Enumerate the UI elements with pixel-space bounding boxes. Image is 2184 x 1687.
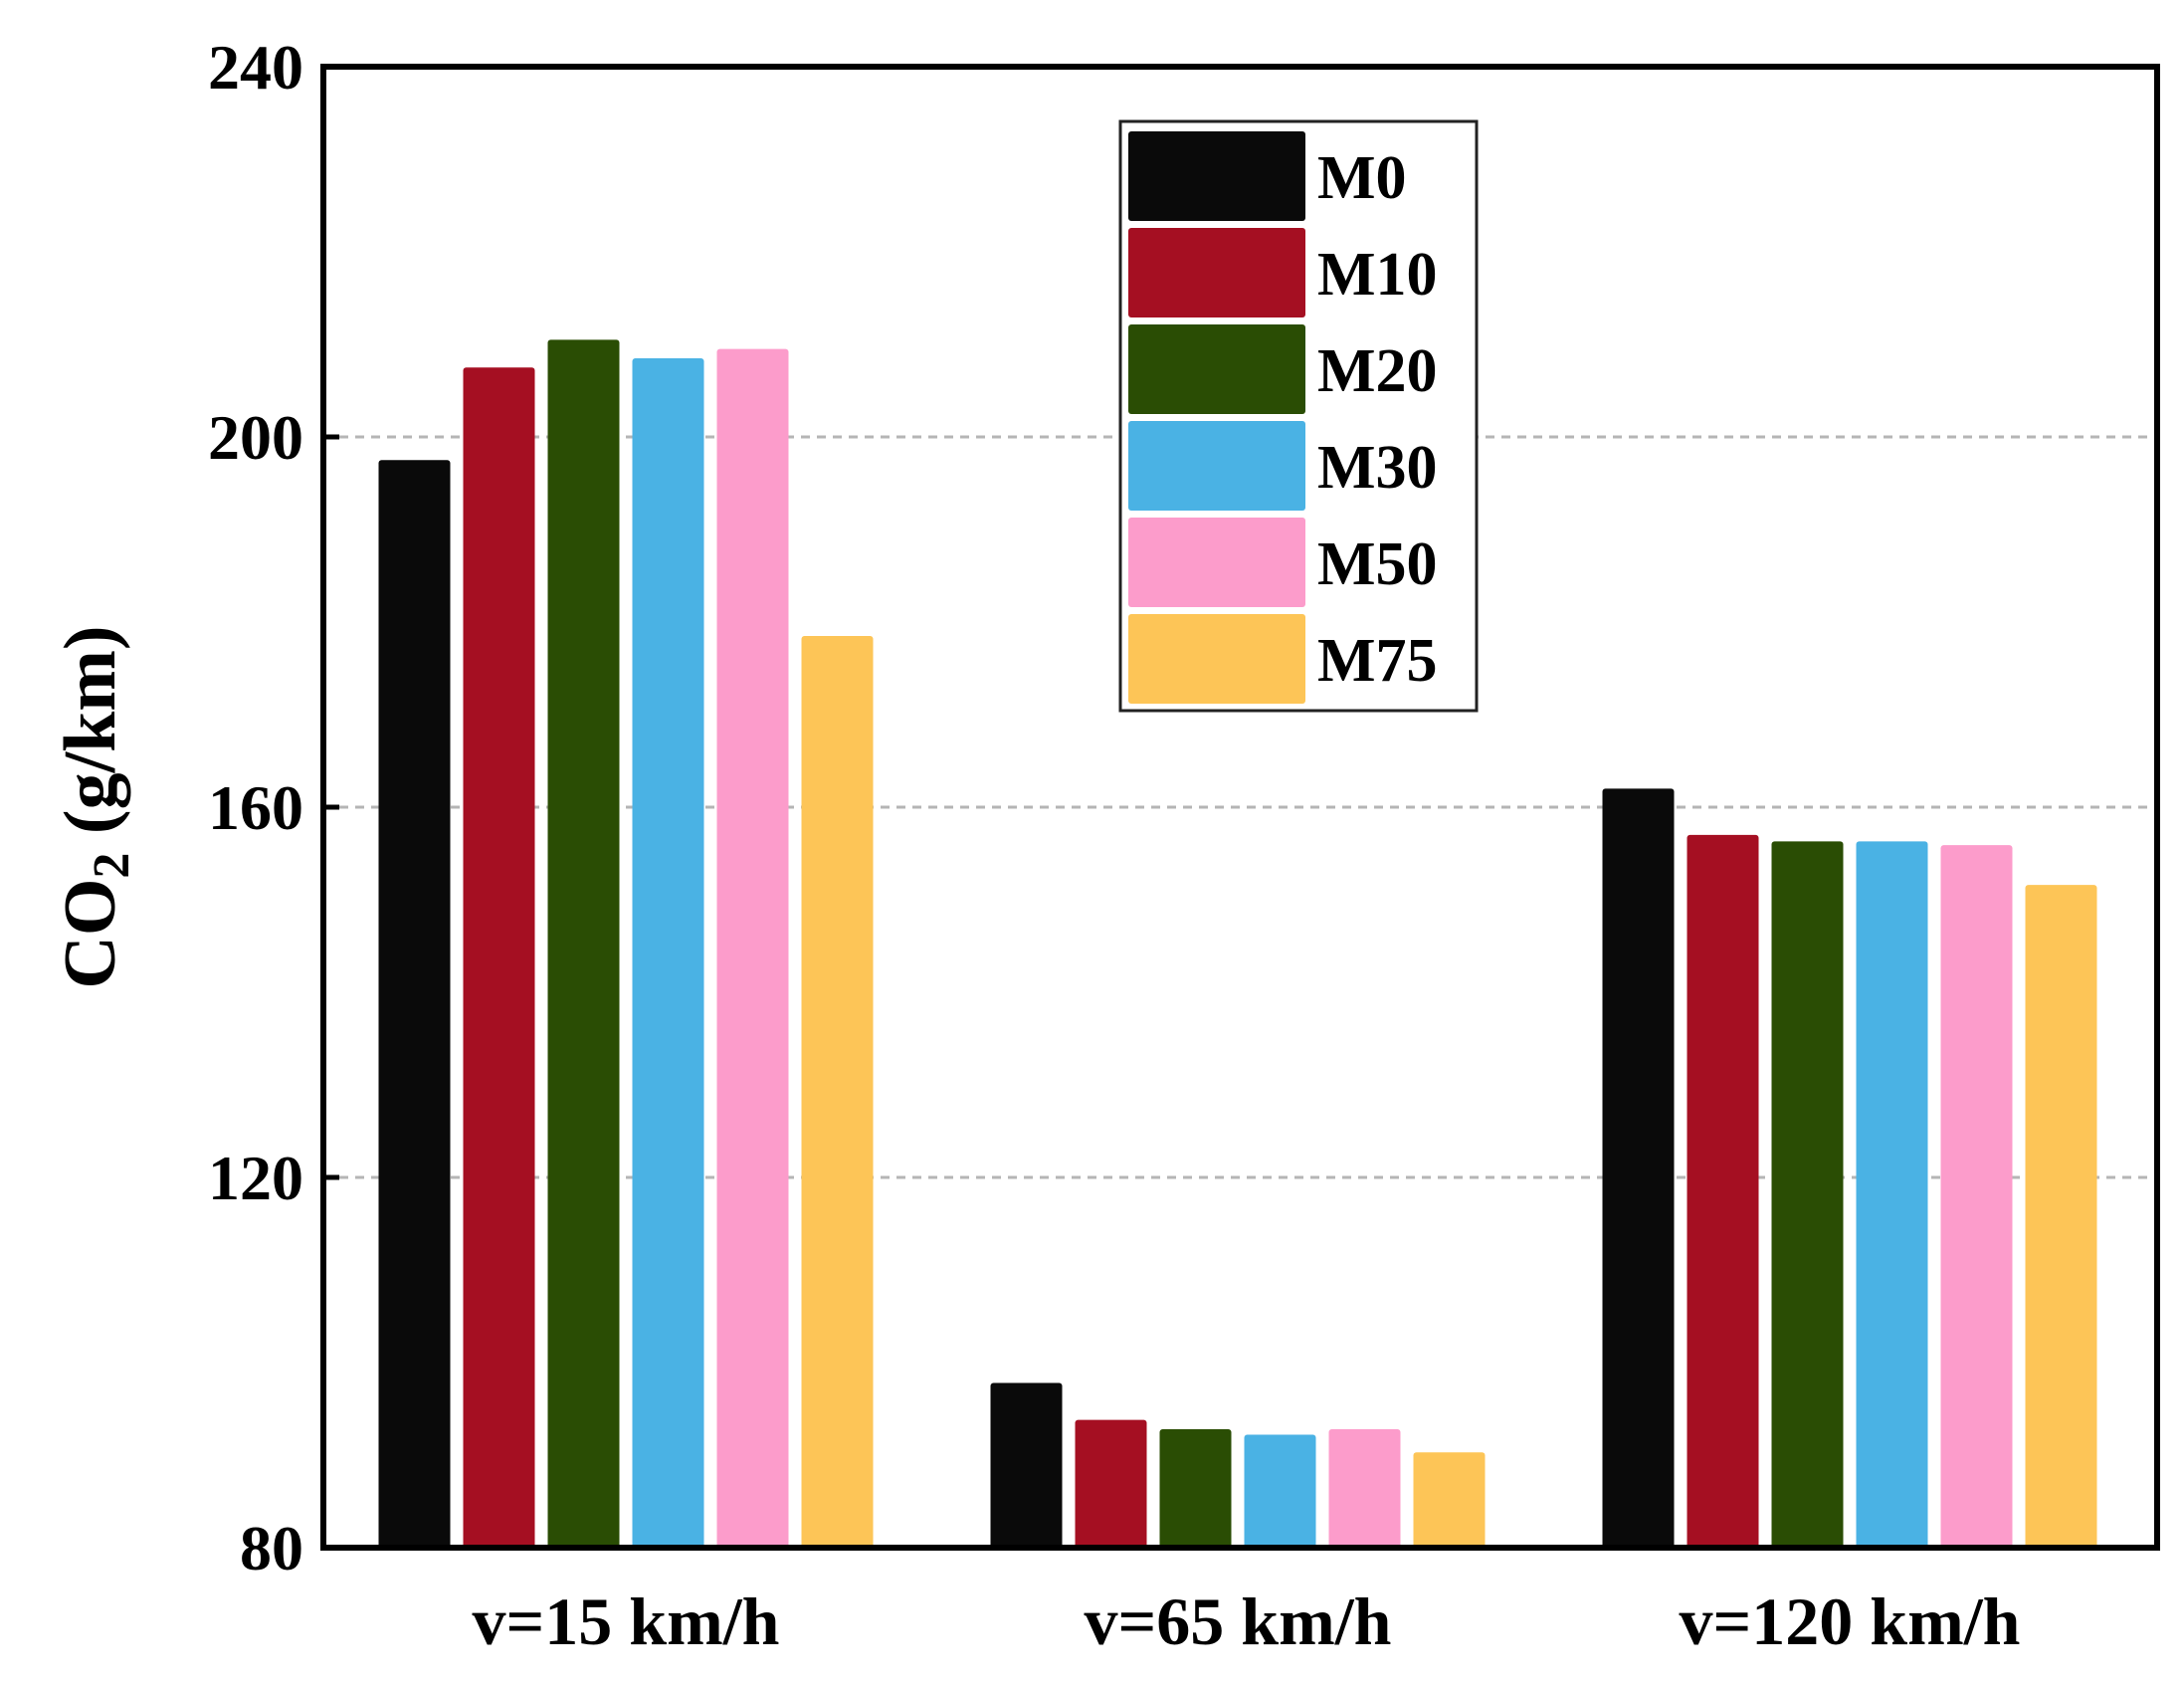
bar-m20-3: [1771, 841, 1844, 1548]
bar-m30-1: [632, 357, 704, 1549]
bar-m0-2: [990, 1382, 1063, 1548]
x-category-label: v=15 km/h: [473, 1583, 780, 1659]
bar-m20-2: [1159, 1428, 1232, 1548]
y-axis-title-main: CO: [50, 879, 131, 989]
bar-m30-2: [1244, 1434, 1316, 1548]
y-tick-label: 240: [208, 32, 303, 103]
bar-m0-1: [378, 460, 451, 1548]
x-category-label: v=120 km/h: [1680, 1583, 2021, 1659]
y-tick-label: 200: [208, 402, 303, 473]
legend-swatch-m75: [1128, 614, 1305, 704]
gridlines: [323, 435, 2157, 1179]
x-axis-labels: v=15 km/h v=65 km/h v=120 km/h: [473, 1583, 2021, 1659]
x-category-label: v=65 km/h: [1085, 1583, 1392, 1659]
legend-swatch-m0: [1128, 131, 1305, 221]
bar-m75-3: [2025, 885, 2097, 1548]
y-tick-label: 120: [208, 1143, 303, 1213]
bar-m50-1: [716, 348, 789, 1548]
y-axis-ticks: 80 120 160 200 240: [208, 32, 339, 1583]
bar-m20-1: [547, 339, 620, 1549]
legend-label-m20: M20: [1317, 337, 1438, 405]
bar-m0-3: [1602, 788, 1675, 1548]
bar-m30-3: [1856, 841, 1928, 1548]
legend-label-m75: M75: [1317, 627, 1438, 695]
bar-m10-3: [1687, 834, 1759, 1548]
bar-m50-3: [1940, 845, 2013, 1548]
y-tick-label: 80: [240, 1513, 303, 1583]
bar-m10-2: [1075, 1419, 1147, 1548]
y-axis-title-unit: (g/km): [50, 625, 131, 852]
bars: [378, 339, 2097, 1549]
y-axis-title: CO2 (g/km): [50, 625, 140, 988]
bar-m50-2: [1328, 1428, 1401, 1548]
legend: M0 M10 M20 M30 M50 M75: [1118, 119, 1479, 713]
legend-swatch-m30: [1128, 421, 1305, 511]
legend-label-m30: M30: [1317, 434, 1438, 502]
legend-label-m50: M50: [1317, 530, 1438, 598]
legend-swatch-m10: [1128, 228, 1305, 317]
bar-m10-1: [463, 367, 535, 1548]
legend-swatch-m50: [1128, 518, 1305, 607]
legend-label-m0: M0: [1317, 144, 1407, 212]
legend-label-m10: M10: [1317, 241, 1438, 309]
legend-swatch-m20: [1128, 324, 1305, 414]
y-tick-label: 160: [208, 772, 303, 843]
bar-m75-2: [1413, 1452, 1486, 1548]
y-axis-title-subscript: 2: [84, 853, 140, 879]
bar-m75-1: [801, 635, 874, 1548]
